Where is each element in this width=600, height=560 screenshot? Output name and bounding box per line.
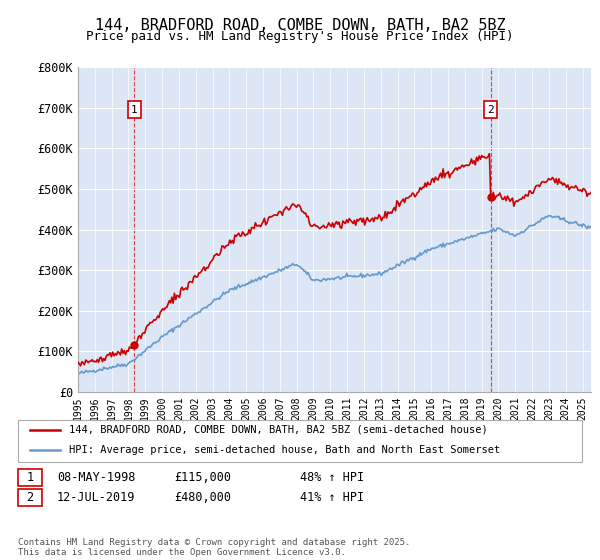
Text: 1: 1 (131, 105, 138, 115)
Text: 2: 2 (26, 491, 34, 504)
Text: 12-JUL-2019: 12-JUL-2019 (57, 491, 136, 504)
Text: £480,000: £480,000 (174, 491, 231, 504)
Text: 1: 1 (26, 470, 34, 484)
Text: 08-MAY-1998: 08-MAY-1998 (57, 470, 136, 484)
Text: £115,000: £115,000 (174, 470, 231, 484)
Text: 144, BRADFORD ROAD, COMBE DOWN, BATH, BA2 5BZ: 144, BRADFORD ROAD, COMBE DOWN, BATH, BA… (95, 18, 505, 33)
Text: 2: 2 (487, 105, 494, 115)
Text: HPI: Average price, semi-detached house, Bath and North East Somerset: HPI: Average price, semi-detached house,… (69, 445, 500, 455)
Text: 48% ↑ HPI: 48% ↑ HPI (300, 470, 364, 484)
Text: Price paid vs. HM Land Registry's House Price Index (HPI): Price paid vs. HM Land Registry's House … (86, 30, 514, 43)
Text: 41% ↑ HPI: 41% ↑ HPI (300, 491, 364, 504)
Text: 144, BRADFORD ROAD, COMBE DOWN, BATH, BA2 5BZ (semi-detached house): 144, BRADFORD ROAD, COMBE DOWN, BATH, BA… (69, 424, 488, 435)
Text: Contains HM Land Registry data © Crown copyright and database right 2025.
This d: Contains HM Land Registry data © Crown c… (18, 538, 410, 557)
